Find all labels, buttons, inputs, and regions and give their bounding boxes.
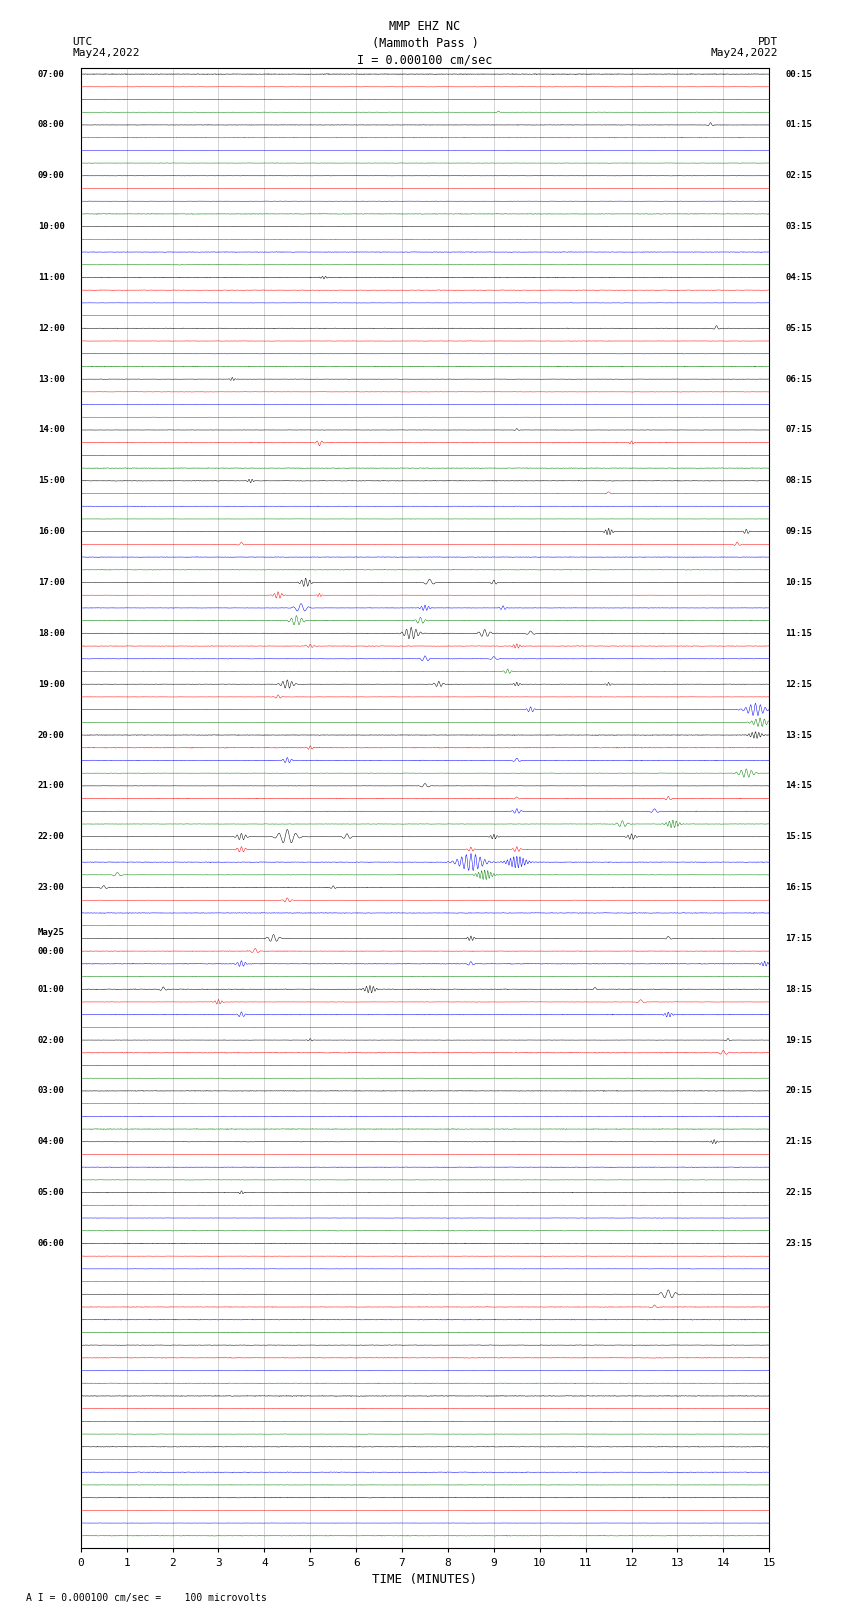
Text: 02:00: 02:00 [37, 1036, 65, 1045]
Text: 20:15: 20:15 [785, 1087, 813, 1095]
Text: 01:00: 01:00 [37, 984, 65, 994]
Text: May24,2022: May24,2022 [72, 48, 139, 58]
Text: 04:15: 04:15 [785, 273, 813, 282]
Text: 16:15: 16:15 [785, 882, 813, 892]
Text: 04:00: 04:00 [37, 1137, 65, 1147]
Text: 17:15: 17:15 [785, 934, 813, 944]
Text: 03:15: 03:15 [785, 223, 813, 231]
Text: 15:15: 15:15 [785, 832, 813, 842]
Text: 21:15: 21:15 [785, 1137, 813, 1147]
Text: 11:00: 11:00 [37, 273, 65, 282]
Text: 10:00: 10:00 [37, 223, 65, 231]
Text: UTC: UTC [72, 37, 93, 47]
Text: May25: May25 [37, 927, 65, 937]
Title: MMP EHZ NC
(Mammoth Pass )
I = 0.000100 cm/sec: MMP EHZ NC (Mammoth Pass ) I = 0.000100 … [357, 19, 493, 66]
Text: 07:15: 07:15 [785, 426, 813, 434]
Text: 07:00: 07:00 [37, 69, 65, 79]
Text: 10:15: 10:15 [785, 577, 813, 587]
Text: 11:15: 11:15 [785, 629, 813, 637]
X-axis label: TIME (MINUTES): TIME (MINUTES) [372, 1573, 478, 1586]
Text: 05:00: 05:00 [37, 1189, 65, 1197]
Text: 21:00: 21:00 [37, 781, 65, 790]
Text: 00:15: 00:15 [785, 69, 813, 79]
Text: 22:15: 22:15 [785, 1189, 813, 1197]
Text: 15:00: 15:00 [37, 476, 65, 486]
Text: 13:00: 13:00 [37, 374, 65, 384]
Text: 08:15: 08:15 [785, 476, 813, 486]
Text: 06:00: 06:00 [37, 1239, 65, 1248]
Text: 18:00: 18:00 [37, 629, 65, 637]
Text: PDT: PDT [757, 37, 778, 47]
Text: 16:00: 16:00 [37, 527, 65, 536]
Text: 14:00: 14:00 [37, 426, 65, 434]
Text: 08:00: 08:00 [37, 121, 65, 129]
Text: 12:00: 12:00 [37, 324, 65, 332]
Text: 01:15: 01:15 [785, 121, 813, 129]
Text: 23:15: 23:15 [785, 1239, 813, 1248]
Text: 06:15: 06:15 [785, 374, 813, 384]
Text: 03:00: 03:00 [37, 1087, 65, 1095]
Text: 17:00: 17:00 [37, 577, 65, 587]
Text: 20:00: 20:00 [37, 731, 65, 739]
Text: 02:15: 02:15 [785, 171, 813, 181]
Text: 19:15: 19:15 [785, 1036, 813, 1045]
Text: 05:15: 05:15 [785, 324, 813, 332]
Text: 00:00: 00:00 [37, 947, 65, 955]
Text: 12:15: 12:15 [785, 679, 813, 689]
Text: May24,2022: May24,2022 [711, 48, 778, 58]
Text: 22:00: 22:00 [37, 832, 65, 842]
Text: 19:00: 19:00 [37, 679, 65, 689]
Text: 14:15: 14:15 [785, 781, 813, 790]
Text: 18:15: 18:15 [785, 984, 813, 994]
Text: 09:00: 09:00 [37, 171, 65, 181]
Text: A I = 0.000100 cm/sec =    100 microvolts: A I = 0.000100 cm/sec = 100 microvolts [26, 1594, 266, 1603]
Text: 13:15: 13:15 [785, 731, 813, 739]
Text: 09:15: 09:15 [785, 527, 813, 536]
Text: 23:00: 23:00 [37, 882, 65, 892]
